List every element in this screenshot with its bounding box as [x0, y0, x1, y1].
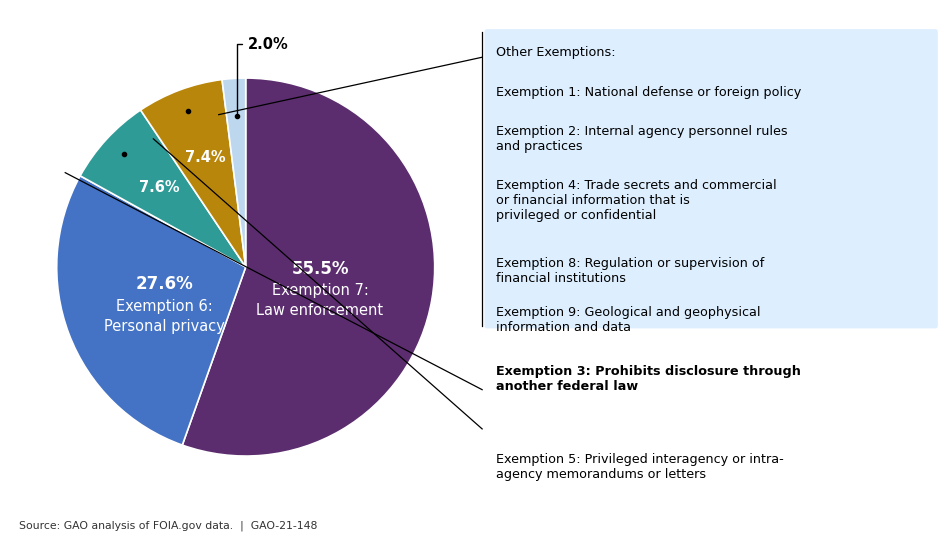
Text: Exemption 5: Privileged interagency or intra-
agency memorandums or letters: Exemption 5: Privileged interagency or i… — [496, 453, 784, 481]
Text: Exemption 1: National defense or foreign policy: Exemption 1: National defense or foreign… — [496, 86, 801, 99]
Wedge shape — [80, 110, 245, 267]
Text: Exemption 6:
Personal privacy: Exemption 6: Personal privacy — [104, 299, 225, 334]
Wedge shape — [222, 78, 245, 267]
Text: Source: GAO analysis of FOIA.gov data.  |  GAO-21-148: Source: GAO analysis of FOIA.gov data. |… — [19, 521, 317, 531]
Text: Exemption 4: Trade secrets and commercial
or financial information that is
privi: Exemption 4: Trade secrets and commercia… — [496, 179, 776, 222]
Wedge shape — [57, 176, 245, 445]
Text: Exemption 2: Internal agency personnel rules
and practices: Exemption 2: Internal agency personnel r… — [496, 125, 787, 153]
Text: Exemption 3: Prohibits disclosure through
another federal law: Exemption 3: Prohibits disclosure throug… — [496, 365, 801, 393]
Text: Exemption 9: Geological and geophysical
information and data: Exemption 9: Geological and geophysical … — [496, 306, 760, 334]
Text: 7.6%: 7.6% — [140, 180, 180, 195]
FancyBboxPatch shape — [484, 29, 936, 328]
Wedge shape — [141, 80, 245, 267]
Text: Exemption 7:
Law enforcement: Exemption 7: Law enforcement — [256, 283, 383, 318]
Text: 2.0%: 2.0% — [237, 37, 289, 113]
Text: Exemption 8: Regulation or supervision of
financial institutions: Exemption 8: Regulation or supervision o… — [496, 257, 764, 285]
Text: 7.4%: 7.4% — [185, 149, 226, 165]
Text: Other Exemptions:: Other Exemptions: — [496, 46, 615, 59]
Text: 55.5%: 55.5% — [291, 260, 348, 278]
Text: 27.6%: 27.6% — [135, 275, 193, 293]
Wedge shape — [182, 78, 434, 456]
